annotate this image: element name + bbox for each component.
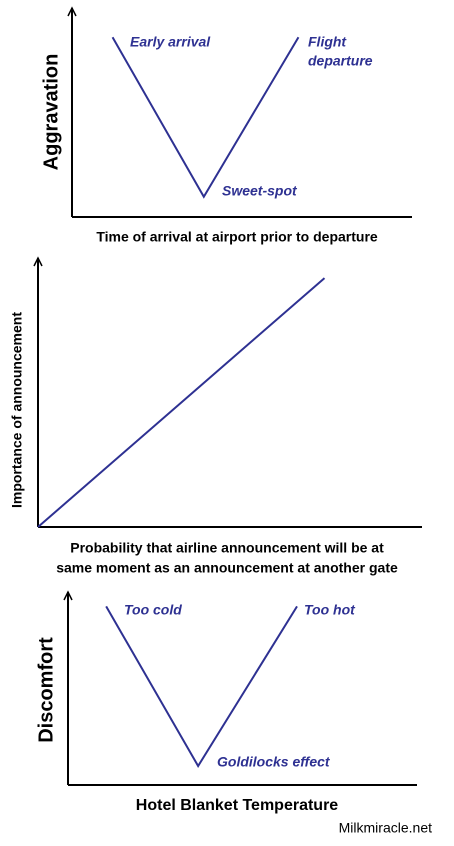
annotation: Goldilocks effect (217, 754, 331, 770)
annotation: departure (308, 53, 373, 69)
x-axis-label: Probability that airline announcement wi… (70, 540, 384, 556)
annotation: Too cold (124, 602, 182, 618)
data-line (105, 605, 298, 768)
annotation: Too hot (304, 602, 356, 618)
annotation: Flight (308, 34, 347, 50)
data-line (37, 277, 326, 528)
y-axis-label: Discomfort (35, 637, 57, 743)
data-line (111, 36, 300, 199)
y-axis-label: Importance of announcement (9, 312, 25, 508)
x-axis-label: Time of arrival at airport prior to depa… (96, 229, 378, 245)
x-axis-label: Hotel Blanket Temperature (136, 797, 339, 814)
annotation: Sweet-spot (222, 183, 298, 199)
x-axis-label: same moment as an announcement at anothe… (56, 560, 398, 576)
credit: Milkmiracle.net (339, 820, 432, 836)
annotation: Early arrival (130, 34, 211, 50)
y-axis-label: Aggravation (40, 54, 62, 171)
y-axis-arrow (63, 590, 73, 601)
y-axis-arrow (67, 6, 77, 17)
y-axis-arrow (33, 256, 43, 267)
